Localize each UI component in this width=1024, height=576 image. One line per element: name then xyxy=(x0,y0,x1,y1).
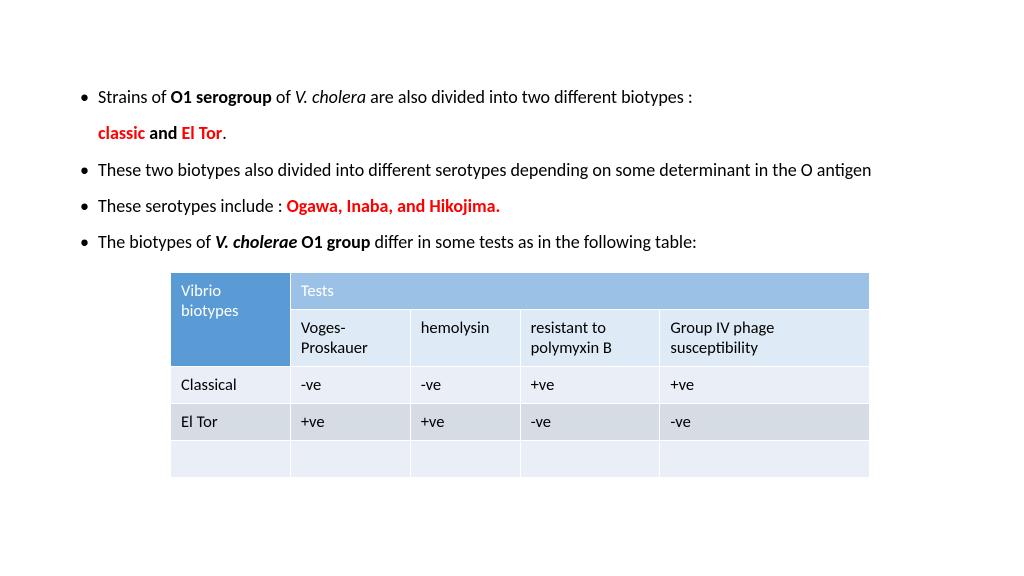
cell xyxy=(660,441,870,478)
cell: +ve xyxy=(410,404,520,441)
header-tests: Tests xyxy=(290,273,869,310)
text: . xyxy=(222,122,227,144)
bullet-1-sub: classic and El Tor. xyxy=(80,121,964,145)
header-col: resistant to polymyxin B xyxy=(520,310,660,367)
text-bold: O1 serogroup xyxy=(171,86,272,108)
cell: -ve xyxy=(290,367,410,404)
cell xyxy=(171,441,291,478)
cell: -ve xyxy=(520,404,660,441)
table-row: El Tor +ve +ve -ve -ve xyxy=(171,404,870,441)
bullet-2: These two biotypes also divided into dif… xyxy=(80,158,964,182)
bullet-list: Strains of O1 serogroup of V. cholera ar… xyxy=(80,85,964,254)
text: of xyxy=(272,86,295,108)
cell: +ve xyxy=(520,367,660,404)
text-red: El Tor xyxy=(182,122,223,144)
text: The biotypes of xyxy=(98,231,215,253)
row-label: Classical xyxy=(171,367,291,404)
table-header-row-1: Vibrio biotypes Tests xyxy=(171,273,870,310)
text: These two biotypes also divided into dif… xyxy=(98,159,871,181)
cell: +ve xyxy=(660,367,870,404)
table-row: Classical -ve -ve +ve +ve xyxy=(171,367,870,404)
cell: -ve xyxy=(660,404,870,441)
cell xyxy=(290,441,410,478)
text-bi: V. cholerae xyxy=(215,231,297,253)
text: These serotypes include : xyxy=(98,195,287,217)
cell: -ve xyxy=(410,367,520,404)
text: Strains of xyxy=(98,86,171,108)
cell xyxy=(520,441,660,478)
header-biotypes: Vibrio biotypes xyxy=(171,273,291,367)
cell xyxy=(410,441,520,478)
bullet-4: The biotypes of V. cholerae O1 group dif… xyxy=(80,230,964,254)
biotypes-table: Vibrio biotypes Tests Voges-Proskauer he… xyxy=(170,272,870,478)
text-red: classic xyxy=(98,122,145,144)
row-label: El Tor xyxy=(171,404,291,441)
table-row-empty xyxy=(171,441,870,478)
text: differ in some tests as in the following… xyxy=(370,231,696,253)
text: are also divided into two different biot… xyxy=(366,86,693,108)
text-italic: V. cholera xyxy=(295,86,366,108)
header-col: Voges-Proskauer xyxy=(290,310,410,367)
bullet-3: These serotypes include : Ogawa, Inaba, … xyxy=(80,194,964,218)
text: and xyxy=(145,122,181,144)
text-red: Ogawa, Inaba, and Hikojima. xyxy=(287,195,501,217)
cell: +ve xyxy=(290,404,410,441)
bullet-1: Strains of O1 serogroup of V. cholera ar… xyxy=(80,85,964,109)
header-col: Group IV phage susceptibility xyxy=(660,310,870,367)
header-col: hemolysin xyxy=(410,310,520,367)
text-bold: O1 group xyxy=(297,231,370,253)
